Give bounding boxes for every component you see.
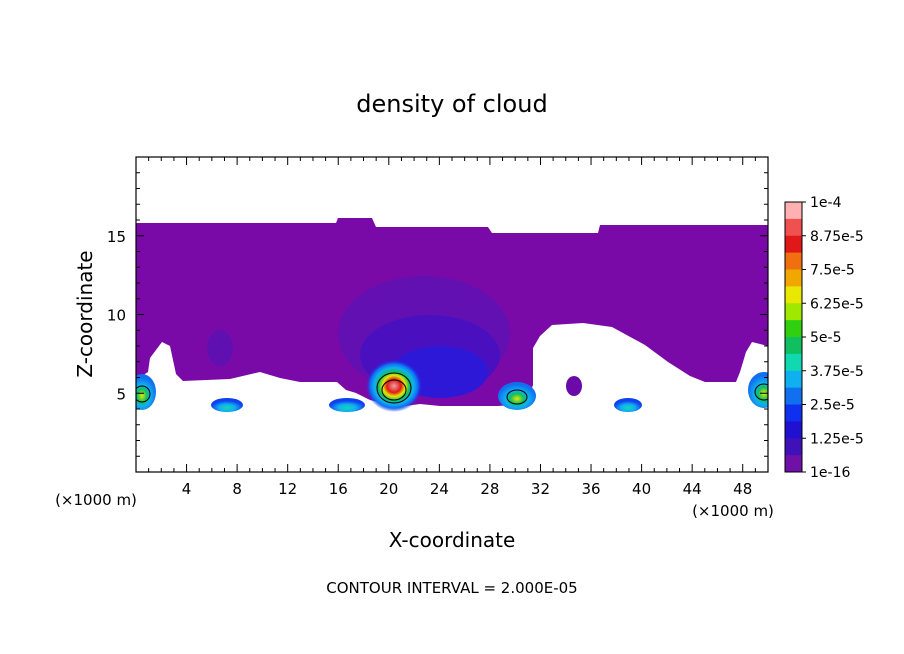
colorbar-label: 1.25e-5 — [810, 431, 864, 447]
colorbar-swatch — [785, 421, 802, 439]
colorbar — [784, 201, 803, 473]
x-axis-title: X-coordinate — [389, 528, 516, 552]
chart-title: density of cloud — [356, 90, 547, 118]
colorbar-swatch — [785, 286, 802, 304]
colorbar-label: 3.75e-5 — [810, 364, 864, 380]
colorbar-label: 1e-4 — [810, 195, 842, 211]
x-tick-label: 32 — [531, 480, 550, 498]
x-tick-label: 48 — [733, 480, 752, 498]
colorbar-label: 1e-16 — [810, 465, 850, 481]
core-3 — [329, 398, 365, 412]
y-axis-title: Z-coordinate — [73, 250, 97, 377]
colorbar-swatch — [785, 320, 802, 338]
core-1 — [136, 374, 156, 410]
colorbar-swatch — [785, 438, 802, 456]
colorbar-swatch — [785, 202, 802, 220]
contour-field — [136, 218, 768, 412]
x-tick-label: 16 — [329, 480, 348, 498]
colorbar-label: 5e-5 — [810, 330, 841, 346]
contour-lines — [136, 372, 768, 405]
colorbar-swatch — [785, 455, 802, 473]
colorbar-label: 7.5e-5 — [810, 263, 855, 279]
colorbar-label: 6.25e-5 — [810, 296, 864, 312]
colorbar-swatch — [785, 370, 802, 389]
y-tick-label: 15 — [107, 228, 126, 246]
x-tick-label: 4 — [182, 480, 192, 498]
colorbar-swatch — [785, 303, 802, 321]
x-tick-label: 12 — [278, 480, 297, 498]
x-tick-label: 36 — [581, 480, 600, 498]
colorbar-swatch — [785, 337, 802, 355]
x-tick-label: 20 — [379, 480, 398, 498]
contour-interval-note: CONTOUR INTERVAL = 2.000E-05 — [326, 579, 577, 597]
colorbar-labels: 1e-4 8.75e-5 7.5e-5 6.25e-5 5e-5 3.75e-5 2.5e-… — [802, 195, 864, 481]
core-4 — [366, 360, 422, 412]
colorbar-swatch — [785, 218, 802, 237]
z-unit-label: (×1000 m) — [55, 491, 137, 509]
colorbar-label: 8.75e-5 — [810, 229, 864, 245]
core-5 — [498, 382, 536, 410]
axis-ticks — [136, 157, 768, 472]
small-blob — [207, 330, 233, 366]
x-unit-label: (×1000 m) — [692, 502, 774, 520]
colorbar-label: 2.5e-5 — [810, 398, 855, 414]
core-6 — [614, 398, 642, 412]
x-tick-label: 8 — [232, 480, 242, 498]
x-tick-label: 28 — [480, 480, 499, 498]
colorbar-swatch — [785, 269, 802, 287]
colorbar-swatch — [785, 252, 802, 270]
x-tick-label: 24 — [430, 480, 449, 498]
x-tick-label: 40 — [632, 480, 651, 498]
small-blob-2 — [566, 376, 582, 396]
x-tick-label: 44 — [683, 480, 702, 498]
y-tick-label: 5 — [116, 385, 126, 403]
core-2 — [211, 398, 243, 412]
colorbar-swatch — [785, 387, 802, 405]
y-tick-label: 10 — [107, 307, 126, 325]
colorbar-swatch — [785, 353, 802, 372]
colorbar-swatch — [785, 235, 802, 254]
colorbar-swatch — [785, 404, 802, 422]
core-7 — [748, 372, 768, 408]
